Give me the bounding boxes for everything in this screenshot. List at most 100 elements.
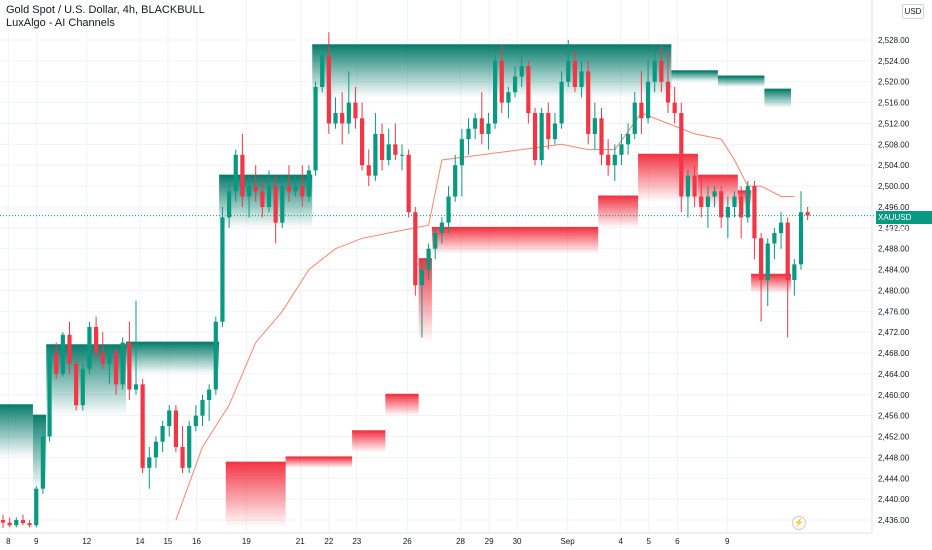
candle-body [772, 233, 777, 244]
candle-body [486, 123, 491, 134]
candle-body [386, 144, 391, 160]
time-tick-label: 8 [6, 537, 11, 546]
lower-channel-band [598, 196, 639, 228]
candle-body [692, 175, 697, 197]
price-tick-label: 2,468.00 [878, 349, 910, 358]
candle-body [406, 154, 411, 213]
time-axis[interactable]: 8 9 12 14 15 16 19 21 22 23 26 28 29 30 Sep 4 5 6 9 [6, 537, 730, 546]
candle-body [0, 520, 6, 523]
candle-body [446, 196, 451, 223]
candle-body [379, 133, 385, 160]
candle-body [792, 264, 797, 280]
currency-button[interactable]: USD [902, 4, 924, 19]
channel-midline [175, 112, 795, 521]
price-tick-label: 2,528.00 [878, 36, 910, 45]
lower-channel-band [285, 457, 353, 468]
price-tick-label: 2,492.00 [878, 224, 910, 233]
time-tick-label: 21 [296, 537, 305, 546]
candle-body [459, 139, 464, 166]
candle-body [632, 102, 637, 134]
candle-body [466, 128, 471, 140]
candle-body [493, 60, 498, 124]
symbol-title[interactable]: Gold Spot / U.S. Dollar, 4h, BLACKBULL [6, 4, 205, 16]
candle-body [785, 222, 790, 280]
price-tick-label: 2,436.00 [878, 516, 910, 525]
price-tick-label: 2,524.00 [878, 57, 910, 66]
midline-path [175, 112, 795, 521]
lower-channel-band [751, 274, 792, 294]
candle-body [512, 76, 518, 93]
candle-body [306, 170, 311, 197]
candle-body [147, 457, 152, 468]
candle-body [546, 113, 551, 140]
indicator-name[interactable]: LuxAlgo - AI Channels [6, 17, 115, 29]
time-tick-label: 16 [192, 537, 201, 546]
candle-body [80, 368, 85, 406]
price-tick-label: 2,460.00 [878, 391, 910, 400]
price-axis[interactable]: 2,528.00 2,524.00 2,520.00 2,516.00 2,512.00… [878, 36, 910, 525]
price-tick-label: 2,508.00 [878, 140, 910, 149]
candle-body [719, 191, 724, 218]
candle-body [173, 410, 178, 447]
candle-body [313, 86, 318, 171]
candle-body [74, 363, 79, 406]
candle-body [207, 389, 212, 400]
price-tick-label: 2,488.00 [878, 245, 910, 254]
candle-body [127, 342, 132, 390]
candle-body [220, 217, 225, 322]
candle-body [453, 165, 458, 197]
candle-body [652, 60, 657, 82]
candle-body [599, 118, 604, 155]
candle-body [532, 113, 538, 160]
candle-body [732, 196, 737, 207]
candle-body [346, 102, 351, 124]
candle-body [20, 520, 26, 524]
candle-body [539, 113, 544, 160]
price-tick-label: 2,456.00 [878, 412, 910, 421]
candle-body [14, 520, 19, 526]
time-tick-label: 26 [403, 537, 412, 546]
price-tick-label: 2,464.00 [878, 370, 910, 379]
price-tick-label: 2,516.00 [878, 99, 910, 108]
candle-body [592, 118, 597, 134]
candle-body [639, 102, 644, 119]
candle-body [759, 238, 764, 280]
candle-body [366, 165, 371, 176]
candle-body [167, 410, 172, 427]
time-tick-label: 6 [675, 537, 680, 546]
price-tick-label: 2,440.00 [878, 495, 910, 504]
candle-body [419, 269, 425, 286]
channel-bands [0, 44, 792, 528]
candle-body [665, 81, 671, 103]
candle-body [439, 222, 444, 234]
candle-body [626, 133, 631, 145]
candle-body [233, 154, 238, 192]
candle-body [67, 334, 72, 364]
candle-body [645, 81, 651, 119]
time-tick-label: 9 [725, 537, 730, 546]
candle-body [606, 154, 611, 166]
candle-body [113, 353, 119, 385]
candle-body [612, 154, 617, 166]
price-tick-label: 2,520.00 [878, 78, 910, 87]
candle-body [27, 523, 32, 526]
lightning-icon[interactable]: ⚡ [792, 516, 806, 530]
lower-channel-band [225, 462, 286, 528]
candle-body [798, 212, 804, 265]
price-tick-label: 2,496.00 [878, 203, 910, 212]
candle-body [87, 326, 92, 369]
candle-body [473, 118, 478, 129]
price-tick-label: 2,448.00 [878, 453, 910, 462]
candle-body [413, 212, 418, 286]
upper-channel-band [764, 89, 792, 108]
price-tick-label: 2,472.00 [878, 328, 910, 337]
candle-body [399, 154, 405, 156]
candle-body [107, 353, 112, 364]
candle-body [273, 186, 278, 223]
candle-body [778, 222, 784, 234]
candle-body [479, 118, 484, 134]
lower-channel-band [352, 431, 386, 453]
candle-body [260, 191, 265, 207]
last-price-label: XAUUSD 2,494.35 [876, 211, 932, 235]
